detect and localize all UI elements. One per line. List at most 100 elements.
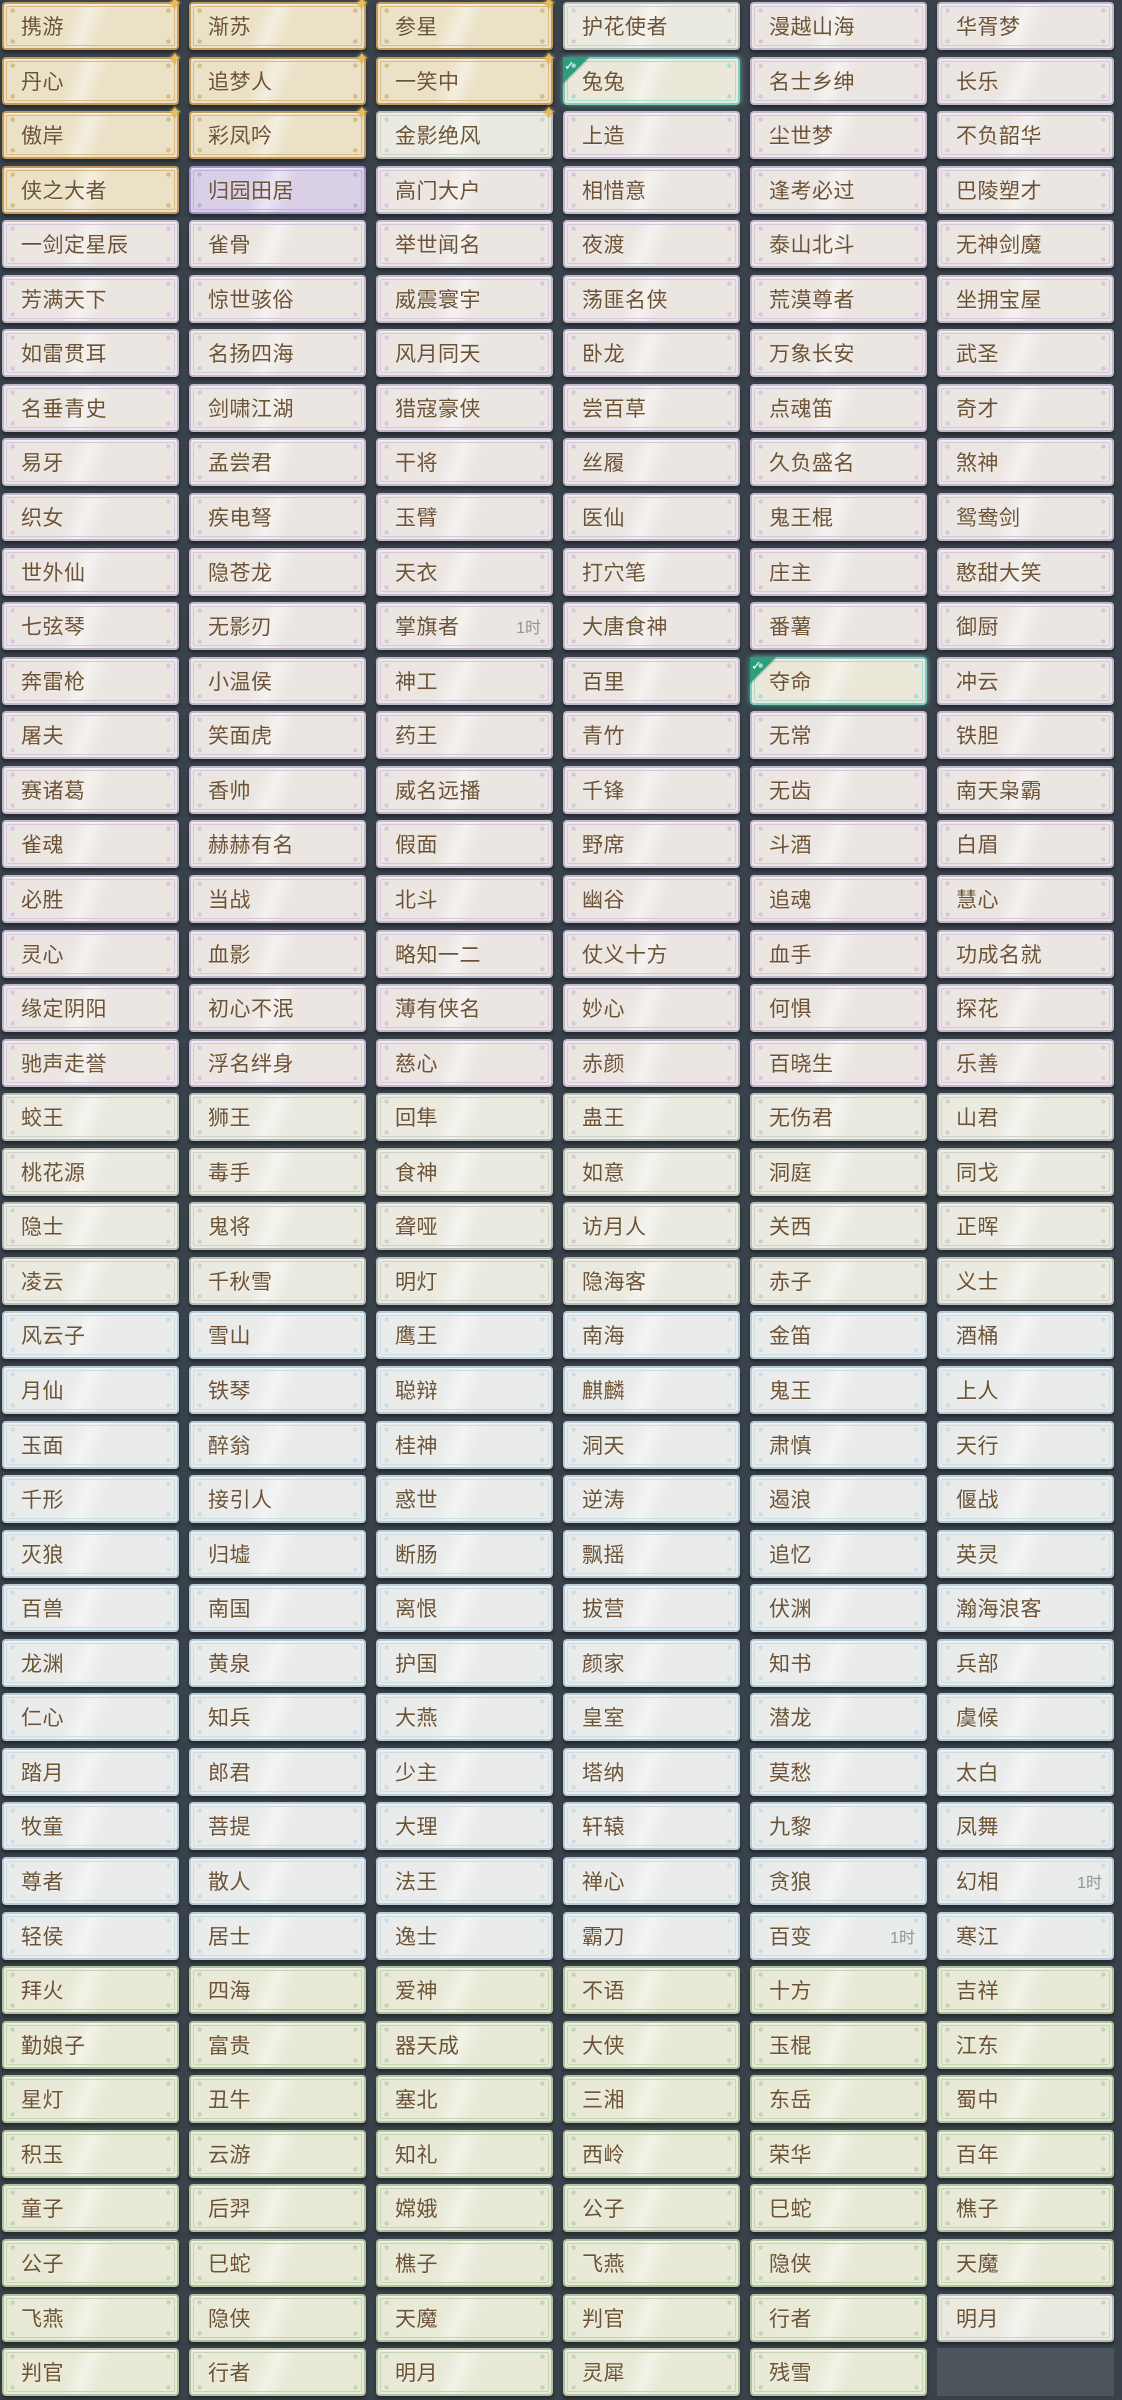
title-button[interactable]: 白眉: [937, 820, 1114, 868]
title-button[interactable]: 参星 ✦: [376, 0, 556, 50]
title-button[interactable]: 孟尝君: [189, 438, 366, 486]
title-button[interactable]: 肃慎: [750, 1421, 927, 1469]
title-button[interactable]: 鸳鸯剑: [937, 493, 1114, 541]
title-button[interactable]: 傲岸 ✦: [2, 104, 182, 159]
title-button[interactable]: 举世闻名: [376, 220, 553, 268]
title-button[interactable]: 麒麟: [563, 1366, 740, 1414]
title-button[interactable]: 乐善: [937, 1039, 1114, 1087]
title-button[interactable]: 后羿: [189, 2184, 366, 2232]
title-button[interactable]: 百年: [937, 2130, 1114, 2178]
title-button[interactable]: 剑啸江湖: [189, 384, 366, 432]
title-button[interactable]: 点魂笛: [750, 384, 927, 432]
title-button[interactable]: 缘定阴阳: [2, 984, 179, 1032]
title-button[interactable]: 勤娘子: [2, 2021, 179, 2069]
title-button[interactable]: 知兵: [189, 1693, 366, 1741]
title-button[interactable]: 久负盛名: [750, 438, 927, 486]
title-button[interactable]: 如意: [563, 1148, 740, 1196]
title-button[interactable]: 北斗: [376, 875, 553, 923]
title-button[interactable]: 虞候: [937, 1693, 1114, 1741]
title-button[interactable]: 笑面虎: [189, 711, 366, 759]
title-button[interactable]: 桂神: [376, 1421, 553, 1469]
title-button[interactable]: 铁胆: [937, 711, 1114, 759]
title-button[interactable]: 荒漠尊者: [750, 275, 927, 323]
title-button[interactable]: 太白: [937, 1748, 1114, 1796]
title-button[interactable]: 酒桶: [937, 1311, 1114, 1359]
title-button[interactable]: 菩提: [189, 1802, 366, 1850]
title-button[interactable]: 行者: [189, 2348, 366, 2396]
title-button[interactable]: 追忆: [750, 1530, 927, 1578]
title-button[interactable]: 明月: [937, 2294, 1114, 2342]
title-button[interactable]: 判官: [563, 2294, 740, 2342]
title-button[interactable]: 不负韶华: [937, 111, 1114, 159]
title-button[interactable]: 知书: [750, 1639, 927, 1687]
title-button[interactable]: 长乐: [937, 57, 1114, 105]
title-button[interactable]: 江东: [937, 2021, 1114, 2069]
title-button[interactable]: 名士乡绅: [750, 57, 927, 105]
title-button[interactable]: 聪辩: [376, 1366, 553, 1414]
title-button[interactable]: 九黎: [750, 1802, 927, 1850]
title-button[interactable]: 尘世梦: [750, 111, 927, 159]
title-button[interactable]: 鹰王: [376, 1311, 553, 1359]
title-button[interactable]: 玉臂: [376, 493, 553, 541]
title-button[interactable]: 轻侯: [2, 1912, 179, 1960]
title-button[interactable]: 正晖: [937, 1202, 1114, 1250]
title-button[interactable]: 金影绝风 ✦: [376, 104, 556, 159]
title-button[interactable]: 明月: [376, 2348, 553, 2396]
title-button[interactable]: 天行: [937, 1421, 1114, 1469]
title-button[interactable]: 万象长安: [750, 329, 927, 377]
title-button[interactable]: 知礼: [376, 2130, 553, 2178]
title-button[interactable]: 禅心: [563, 1857, 740, 1905]
title-button[interactable]: 鬼将: [189, 1202, 366, 1250]
title-button[interactable]: 灵犀: [563, 2348, 740, 2396]
title-button[interactable]: 猎寇豪侠: [376, 384, 553, 432]
title-button[interactable]: 煞神: [937, 438, 1114, 486]
title-button[interactable]: 贪狼: [750, 1857, 927, 1905]
title-button[interactable]: 英灵: [937, 1530, 1114, 1578]
title-button[interactable]: 惊世骇俗: [189, 275, 366, 323]
title-button[interactable]: 武圣: [937, 329, 1114, 377]
title-button[interactable]: 无影刃: [189, 602, 366, 650]
title-button[interactable]: 威名远播: [376, 766, 553, 814]
title-button[interactable]: 小温侯: [189, 657, 366, 705]
title-button[interactable]: 荡匪名侠: [563, 275, 740, 323]
title-button[interactable]: 妙心: [563, 984, 740, 1032]
title-button[interactable]: 上人: [937, 1366, 1114, 1414]
title-button[interactable]: 拔营: [563, 1584, 740, 1632]
title-button[interactable]: 回隼: [376, 1093, 553, 1141]
title-button[interactable]: 无伤君: [750, 1093, 927, 1141]
title-button[interactable]: 香帅: [189, 766, 366, 814]
title-button[interactable]: 行者: [750, 2294, 927, 2342]
title-button[interactable]: 法王: [376, 1857, 553, 1905]
title-button[interactable]: 残雪: [750, 2348, 927, 2396]
title-button[interactable]: 雀魂: [2, 820, 179, 868]
title-button[interactable]: 南天枭霸: [937, 766, 1114, 814]
title-button[interactable]: 驰声走誉: [2, 1039, 179, 1087]
title-button[interactable]: 明灯: [376, 1257, 553, 1305]
title-button[interactable]: 山君: [937, 1093, 1114, 1141]
title-button[interactable]: 尝百草: [563, 384, 740, 432]
title-button[interactable]: 一笑中 ✦: [376, 50, 556, 105]
title-button[interactable]: 狮王: [189, 1093, 366, 1141]
title-button[interactable]: 必胜: [2, 875, 179, 923]
title-button[interactable]: 彩凤吟 ✦: [189, 104, 369, 159]
title-button[interactable]: 御厨: [937, 602, 1114, 650]
title-button[interactable]: 飞燕: [563, 2239, 740, 2287]
title-button[interactable]: 莫愁: [750, 1748, 927, 1796]
title-button[interactable]: 食神: [376, 1148, 553, 1196]
title-button[interactable]: 高门大户: [376, 166, 553, 214]
title-button[interactable]: 访月人: [563, 1202, 740, 1250]
title-button[interactable]: 赛诸葛: [2, 766, 179, 814]
title-button[interactable]: 天衣: [376, 548, 553, 596]
title-button[interactable]: 义士: [937, 1257, 1114, 1305]
title-button[interactable]: 瀚海浪客: [937, 1584, 1114, 1632]
title-button[interactable]: 拜火: [2, 1966, 179, 2014]
title-button[interactable]: 药王: [376, 711, 553, 759]
title-button[interactable]: 赤子: [750, 1257, 927, 1305]
title-button[interactable]: 公子: [563, 2184, 740, 2232]
title-button[interactable]: 慧心: [937, 875, 1114, 923]
title-button[interactable]: 仁心: [2, 1693, 179, 1741]
title-button[interactable]: 追魂: [750, 875, 927, 923]
title-button[interactable]: 丑牛: [189, 2075, 366, 2123]
title-button[interactable]: 塞北: [376, 2075, 553, 2123]
title-button[interactable]: 百变 1时: [750, 1912, 927, 1960]
